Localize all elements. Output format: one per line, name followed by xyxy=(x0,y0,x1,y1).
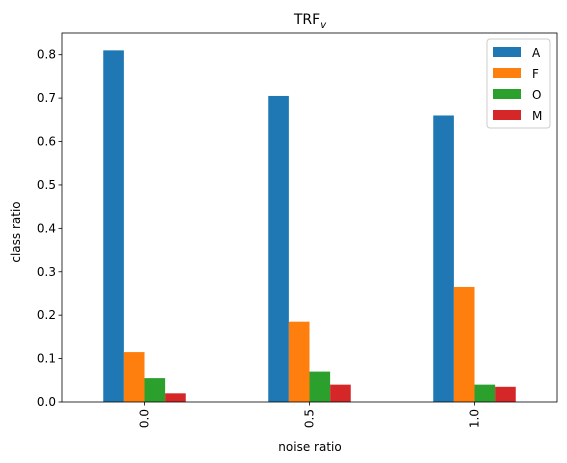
bar-A-1.0 xyxy=(433,115,454,402)
bar-A-0.5 xyxy=(268,95,289,402)
x-axis: 0.0 0.5 1.0 xyxy=(138,402,482,428)
legend-frame xyxy=(486,38,551,129)
plot-area xyxy=(61,32,558,403)
legend-label-O: O xyxy=(532,88,541,102)
y-tick-label: 0.1 xyxy=(37,352,56,366)
legend-swatch-M xyxy=(493,110,521,120)
y-axis: 0.0 0.1 0.2 0.3 0.4 0.5 0.6 0.7 0.8 xyxy=(37,48,62,409)
bar-F-0.5 xyxy=(288,321,310,402)
bar-M-1.0 xyxy=(495,386,516,402)
y-tick-label: 0.5 xyxy=(37,178,56,192)
legend-swatch-A xyxy=(493,47,521,57)
bar-A-0.0 xyxy=(103,50,124,403)
y-tick-label: 0.6 xyxy=(37,135,56,149)
bar-O-1.0 xyxy=(474,384,496,402)
x-axis-label: noise ratio xyxy=(278,440,341,454)
y-tick-label: 0.4 xyxy=(37,221,56,235)
y-tick-label: 0.3 xyxy=(37,265,56,279)
y-tick-label: 0.2 xyxy=(37,308,56,322)
legend-label-A: A xyxy=(532,46,541,60)
y-axis-label: class ratio xyxy=(9,201,23,262)
y-tick-label: 0.7 xyxy=(37,91,56,105)
bar-M-0.0 xyxy=(165,393,186,402)
chart-title: TRFv xyxy=(293,12,327,31)
bar-O-0.0 xyxy=(144,378,166,402)
y-tick-label: 0.0 xyxy=(37,395,56,409)
legend-swatch-O xyxy=(493,89,521,99)
x-tick-label: 1.0 xyxy=(468,409,482,428)
legend-label-M: M xyxy=(532,109,542,123)
legend-swatch-F xyxy=(493,68,521,78)
x-tick-label: 0.5 xyxy=(303,409,317,428)
x-tick-label: 0.0 xyxy=(138,409,152,428)
bar-M-0.5 xyxy=(330,384,351,402)
chart-title-main: TRF xyxy=(293,12,320,28)
y-tick-label: 0.8 xyxy=(37,48,56,62)
legend-label-F: F xyxy=(532,67,539,81)
bar-F-0.0 xyxy=(123,352,145,402)
bar-F-1.0 xyxy=(453,286,475,402)
chart-title-subscript: v xyxy=(320,20,327,31)
bar-O-0.5 xyxy=(309,371,331,402)
